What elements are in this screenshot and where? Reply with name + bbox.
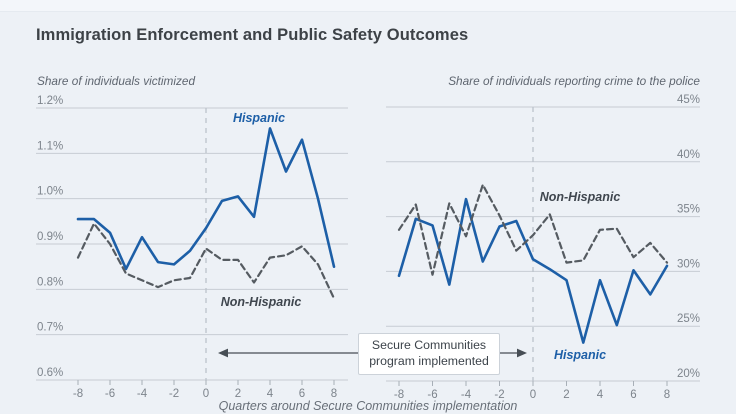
x-tick-label: 4 — [597, 389, 604, 401]
x-tick-label: -2 — [169, 388, 179, 400]
x-tick-label: 6 — [630, 389, 636, 401]
top-edge — [0, 0, 736, 12]
hispanic-line — [397, 197, 669, 344]
x-tick-label: -8 — [394, 389, 404, 401]
non-hispanic-line — [76, 222, 336, 300]
panel-reporting: 45% 40% 35% 30% 25% 20% Share of individuals r… — [386, 74, 700, 401]
x-tick-label: -6 — [427, 389, 437, 401]
y-tick-label: 1.0% — [37, 186, 63, 198]
event-annotation: Secure Communities program implemented — [358, 333, 500, 375]
x-tick-label: 0 — [203, 388, 209, 400]
axis-title: Share of individuals victimized — [37, 74, 195, 88]
non-hispanic-label: Non-Hispanic — [221, 295, 302, 309]
axis-title: Share of individuals reporting crime to … — [448, 74, 700, 88]
left-arrowhead-icon — [218, 348, 228, 358]
hispanic-label: Hispanic — [233, 111, 285, 125]
x-tick-label: -2 — [494, 389, 504, 401]
hispanic-label: Hispanic — [554, 348, 606, 362]
x-tick-label: 2 — [235, 388, 241, 400]
non-hispanic-label: Non-Hispanic — [540, 190, 621, 204]
y-tick-label: 0.7% — [37, 322, 63, 334]
y-tick-label: 0.8% — [37, 276, 63, 288]
y-tick-label: 0.6% — [37, 367, 63, 379]
non-hispanic-line — [397, 183, 669, 276]
panel-victimized: 1.2% 1.1% 1.0% 0.9% 0.8% 0.7% 0.6% Share of ind… — [36, 74, 348, 400]
x-tick-label: 8 — [664, 389, 670, 401]
x-tick-label: -6 — [105, 388, 115, 400]
page-title: Immigration Enforcement and Public Safet… — [36, 26, 469, 44]
y-tick-label: 40% — [677, 149, 700, 161]
x-tick-label: 8 — [331, 388, 337, 400]
hispanic-line — [76, 127, 336, 271]
y-tick-label: 1.2% — [37, 95, 63, 107]
y-tick-label: 1.1% — [37, 140, 63, 152]
x-tick-label: 4 — [267, 388, 274, 400]
x-tick-label: -4 — [461, 389, 472, 401]
x-tick-label: -4 — [137, 388, 148, 400]
y-tick-label: 45% — [677, 94, 700, 106]
x-tick-label: 6 — [299, 388, 305, 400]
y-tick-label: 20% — [677, 368, 700, 380]
x-axis-label: Quarters around Secure Communities imple… — [218, 399, 518, 413]
y-tick-label: 0.9% — [37, 231, 63, 243]
event-annotation-line1: Secure Communities — [371, 338, 487, 353]
x-tick-label: -8 — [73, 388, 83, 400]
y-tick-label: 30% — [677, 258, 700, 270]
x-tick-label: 2 — [563, 389, 569, 401]
right-arrowhead-icon — [517, 348, 527, 358]
event-annotation-line2: program implemented — [369, 354, 489, 368]
annotation-arrows — [218, 348, 527, 358]
y-tick-label: 25% — [677, 313, 700, 325]
x-tick-label: 0 — [530, 389, 536, 401]
y-tick-label: 35% — [677, 204, 700, 216]
